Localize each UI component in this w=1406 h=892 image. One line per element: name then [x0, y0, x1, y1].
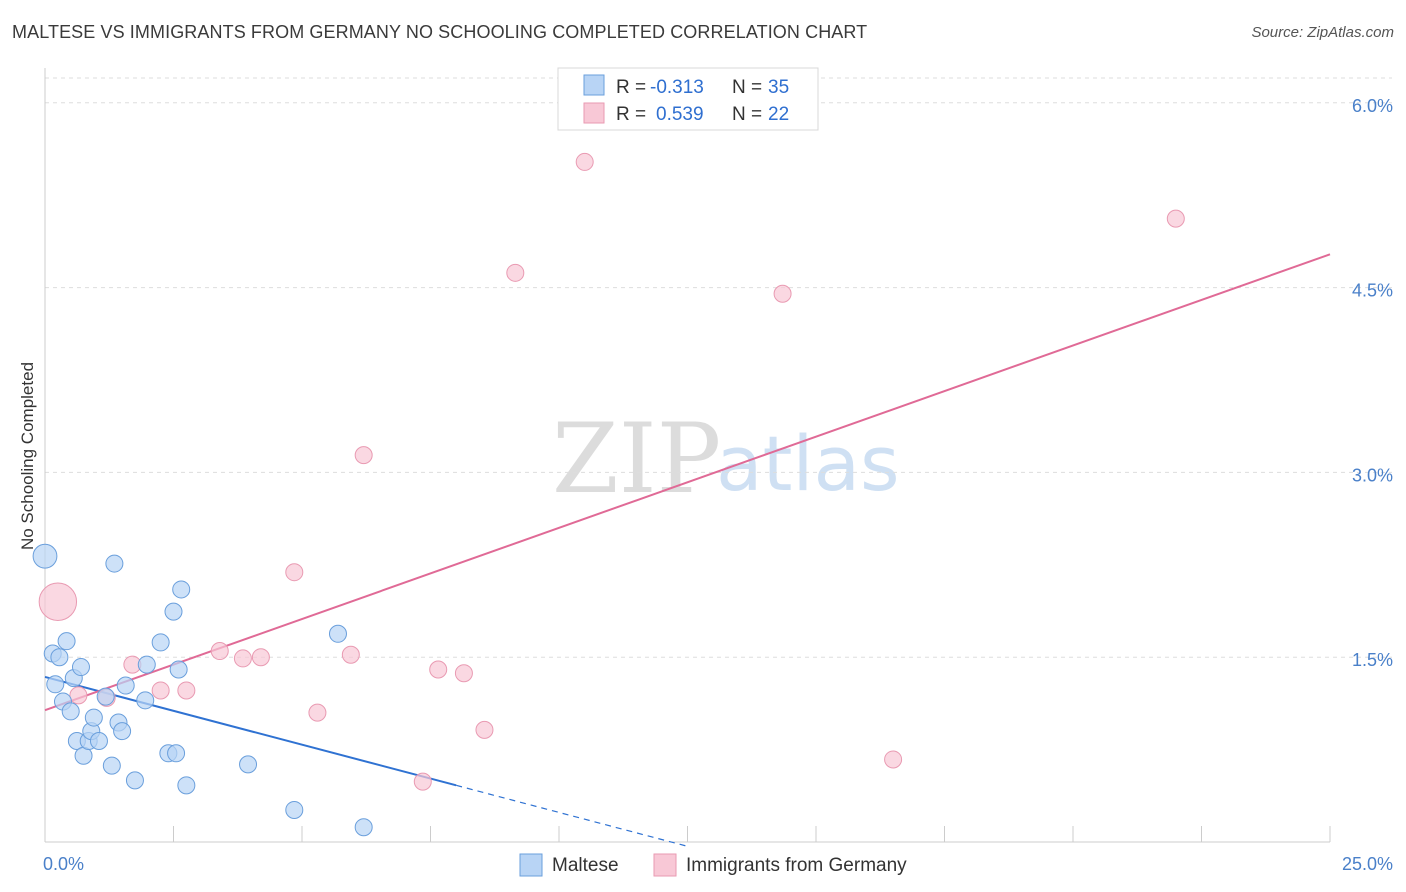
point-maltese: [71, 658, 90, 677]
watermark-zip: ZIP: [552, 403, 721, 515]
point-layer: [32, 152, 1185, 837]
point-germany: [575, 152, 594, 171]
point-maltese: [169, 660, 188, 679]
legend-label-germany: Immigrants from Germany: [686, 855, 907, 876]
point-germany: [454, 664, 473, 683]
point-maltese: [57, 632, 76, 651]
point-maltese: [172, 580, 191, 599]
point-maltese: [89, 731, 108, 750]
stats-n-value-germany: 22: [768, 104, 789, 125]
point-germany: [1166, 209, 1185, 228]
stats-r-value-germany: 0.539: [656, 104, 704, 125]
stats-swatch-germany: [583, 102, 605, 124]
point-germany: [285, 563, 304, 582]
point-maltese: [61, 702, 80, 721]
point-germany: [151, 681, 170, 700]
point-germany: [177, 681, 196, 700]
grid-layer: [45, 77, 1392, 658]
y-tick-label: 6.0%: [1352, 96, 1393, 116]
watermark-atlas: atlas: [716, 419, 900, 508]
stats-n-label-germany: N =: [732, 104, 762, 125]
point-maltese: [354, 818, 373, 837]
trend-line-maltese-extension: [456, 784, 688, 847]
point-maltese: [50, 648, 69, 667]
legend-swatch-maltese: [519, 853, 543, 877]
x-tick-label: 25.0%: [1342, 854, 1393, 874]
chart-title: MALTESE VS IMMIGRANTS FROM GERMANY NO SC…: [12, 22, 868, 42]
point-maltese: [328, 624, 347, 643]
point-maltese: [137, 655, 156, 674]
legend-swatch-germany: [653, 853, 677, 877]
point-maltese: [116, 676, 135, 695]
point-germany: [475, 720, 494, 739]
stats-swatch-maltese: [583, 74, 605, 96]
legend-label-maltese: Maltese: [552, 855, 619, 876]
y-tick-label: 3.0%: [1352, 465, 1393, 485]
stats-r-label-germany: R =: [616, 104, 646, 125]
point-maltese: [96, 687, 115, 706]
point-germany: [251, 648, 270, 667]
point-maltese: [46, 675, 65, 694]
point-germany: [429, 660, 448, 679]
stats-n-label-maltese: N =: [732, 77, 762, 98]
point-maltese: [84, 708, 103, 727]
stats-r-value-maltese: -0.313: [650, 77, 704, 98]
point-maltese: [113, 722, 132, 741]
point-maltese: [285, 800, 304, 819]
axis-layer: 1.5% 3.0% 4.5% 6.0% 0.0% 25.0%: [43, 68, 1393, 874]
stats-n-value-maltese: 35: [768, 77, 789, 98]
stats-legend: R = -0.313 N = 35 R = 0.539 N = 22: [557, 67, 819, 131]
point-germany: [773, 284, 792, 303]
point-maltese: [105, 554, 124, 573]
point-maltese: [32, 543, 58, 569]
point-germany: [341, 645, 360, 664]
point-maltese: [151, 633, 170, 652]
x-tick-label: 0.0%: [43, 854, 84, 874]
point-germany: [233, 649, 252, 668]
point-germany: [38, 582, 78, 621]
chart-source: Source: ZipAtlas.com: [1251, 24, 1394, 41]
point-maltese: [125, 771, 144, 790]
point-germany: [69, 686, 88, 705]
trend-layer: [44, 253, 1331, 847]
y-tick-label: 1.5%: [1352, 650, 1393, 670]
point-germany: [210, 642, 229, 661]
point-germany: [354, 446, 373, 465]
point-germany: [506, 263, 525, 282]
point-maltese: [102, 756, 121, 775]
point-germany: [884, 750, 903, 769]
stats-r-label-maltese: R =: [616, 77, 646, 98]
point-maltese: [177, 776, 196, 795]
point-germany: [413, 772, 432, 791]
point-maltese: [167, 744, 186, 763]
bottom-legend: Maltese Immigrants from Germany: [519, 853, 907, 877]
point-germany: [308, 703, 327, 722]
point-maltese: [136, 691, 155, 710]
point-maltese: [164, 602, 183, 621]
point-maltese: [239, 755, 258, 774]
trend-line-germany: [44, 253, 1331, 712]
y-tick-label: 4.5%: [1352, 281, 1393, 301]
y-axis-label: No Schooling Completed: [18, 362, 37, 550]
